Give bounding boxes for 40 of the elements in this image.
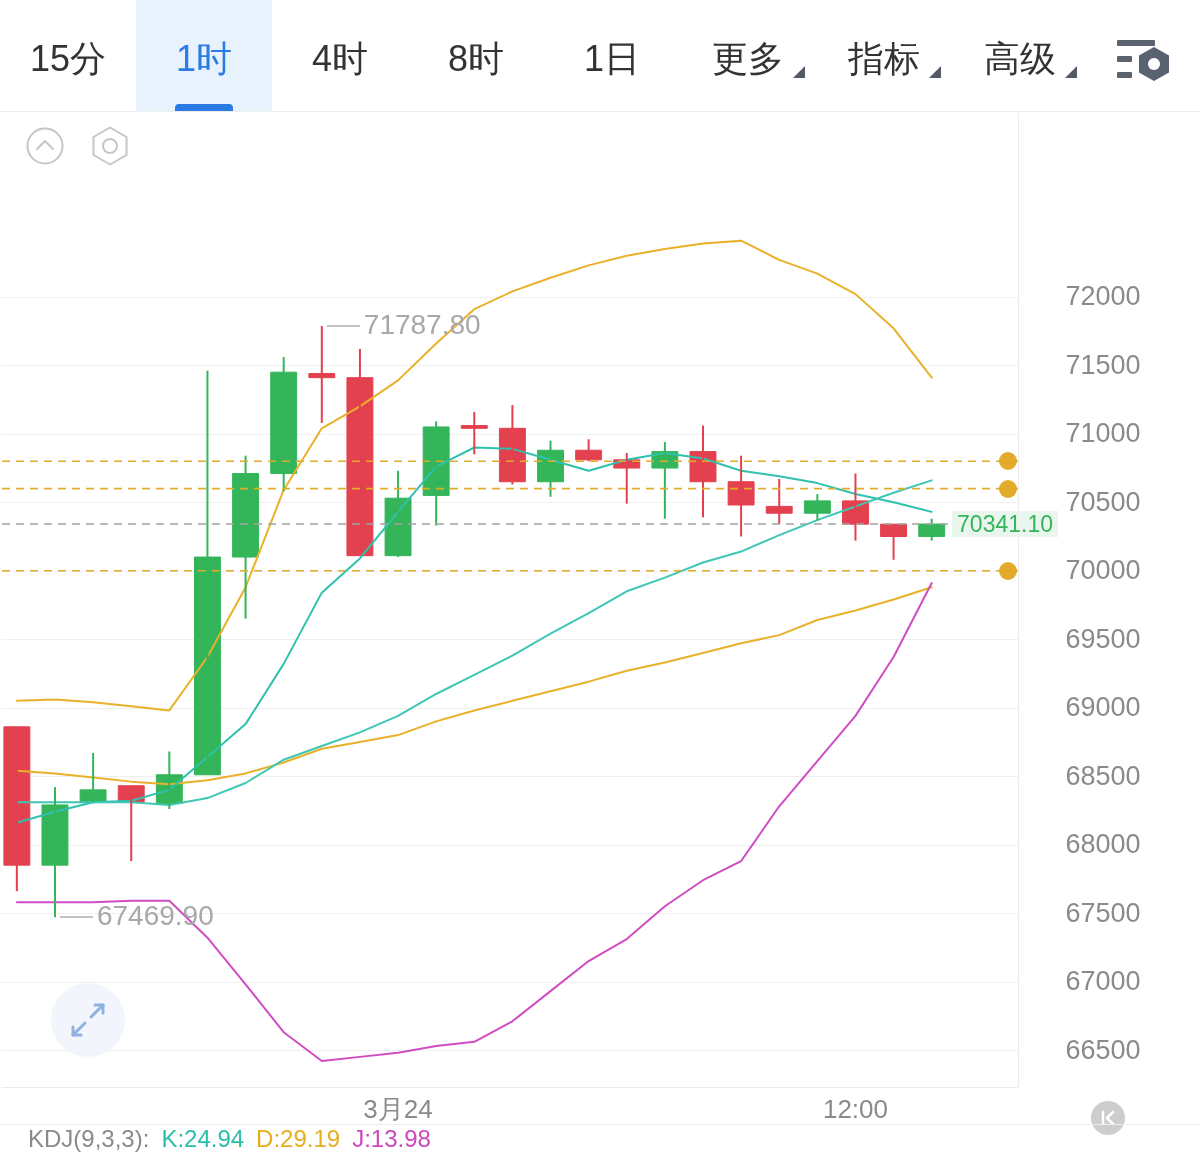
y-tick-label: 67000 (1065, 966, 1141, 997)
y-tick-label: 66500 (1065, 1034, 1141, 1065)
text: 更多 (712, 38, 784, 80)
text: 15分 (29, 38, 107, 80)
text: 4时 (311, 38, 369, 80)
candlestick (41, 786, 69, 919)
candlestick (3, 725, 31, 893)
text: D:29.19 (256, 1125, 341, 1152)
candlestick (765, 477, 793, 526)
y-tick-label: 69000 (1065, 692, 1141, 723)
y-tick-label: 71500 (1065, 349, 1141, 380)
candlestick (346, 347, 374, 557)
y-tick-label: 68500 (1065, 760, 1141, 791)
text: KDJ(9,3,3): (28, 1125, 150, 1152)
y-tick-label: 71000 (1065, 418, 1141, 449)
y-tick-label: 68000 (1065, 829, 1141, 860)
x-tick-label: 12:00 (822, 1093, 888, 1124)
text: 1时 (175, 38, 233, 80)
text: 1日 (583, 38, 641, 80)
y-tick-label: 67500 (1065, 897, 1141, 928)
candlestick (308, 324, 336, 424)
candlestick (193, 369, 221, 776)
y-tick-label: 70500 (1065, 486, 1141, 517)
text: 指标 (848, 38, 920, 80)
text: 8时 (447, 38, 505, 80)
candlestick (270, 356, 298, 493)
line-series (15, 582, 933, 1062)
candlestick (727, 454, 755, 538)
candlestick (918, 517, 946, 542)
y-tick-label: 69500 (1065, 623, 1141, 654)
y-tick-label: 70000 (1065, 555, 1141, 586)
x-tick-label: 3月24 (363, 1093, 433, 1124)
y-tick-label: 72000 (1065, 281, 1141, 312)
line-series (15, 586, 933, 786)
text: 高级 (984, 38, 1056, 80)
text: J:13.98 (352, 1125, 431, 1152)
candlestick (803, 493, 831, 522)
candlestick (232, 454, 260, 620)
candlestick (460, 410, 488, 456)
text: K:24.94 (161, 1125, 245, 1152)
